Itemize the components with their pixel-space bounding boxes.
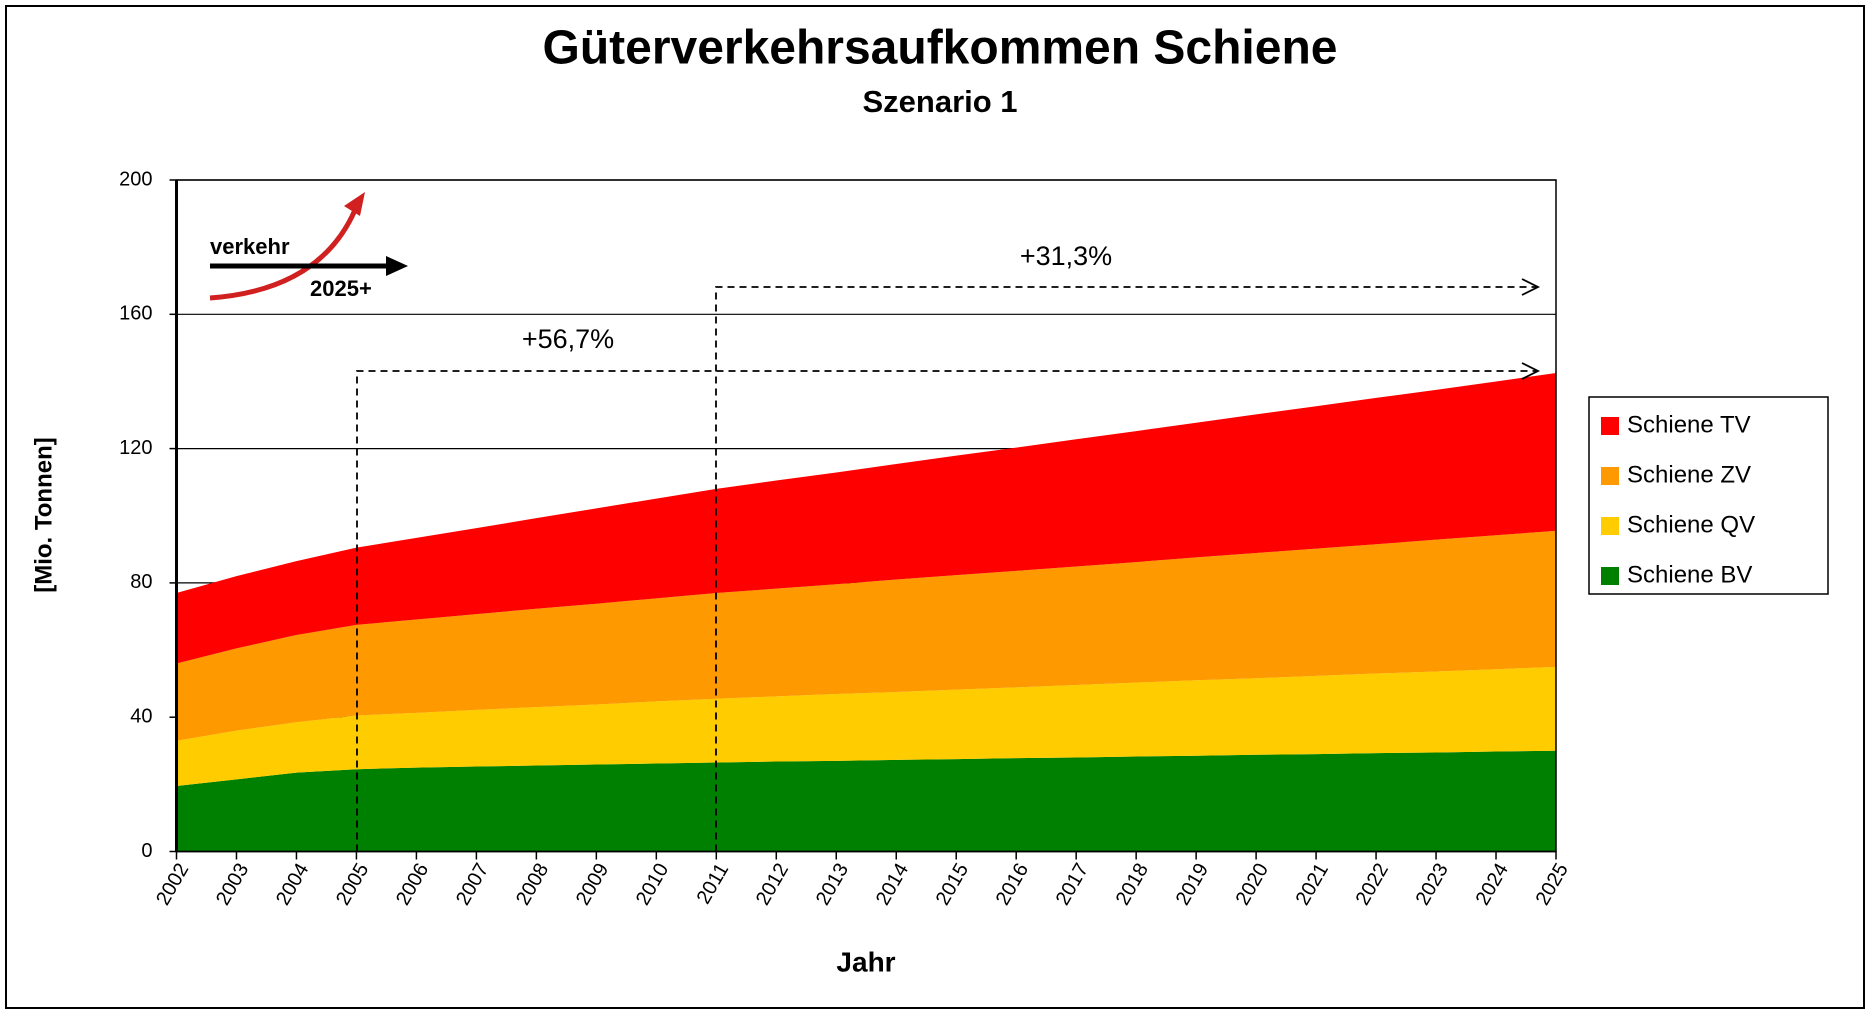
legend-label: Schiene TV: [1627, 411, 1751, 438]
chart-title: Güterverkehrsaufkommen Schiene: [543, 22, 1338, 75]
annotation-arrow: [356, 370, 1538, 852]
legend-swatch: [1601, 417, 1619, 435]
annotation-arrowhead: [1521, 362, 1541, 380]
area: [176, 373, 1556, 664]
y-tick-label: 120: [119, 437, 152, 459]
legend-swatch: [1601, 517, 1619, 535]
legend-swatch: [1601, 567, 1619, 585]
legend-box: [1588, 396, 1829, 595]
logo: verkehr 2025+: [209, 192, 408, 301]
chart-subtitle: Szenario 1: [862, 84, 1017, 119]
logo-arrowhead: [344, 192, 365, 216]
y-tick-label: 40: [130, 705, 152, 727]
logo-linehead: [386, 256, 408, 276]
x-axis-label: Jahr: [836, 946, 895, 977]
legend-label: Schiene ZV: [1627, 461, 1751, 488]
y-tick-label: 80: [130, 571, 152, 593]
logo-arrow: [209, 208, 358, 301]
legend-label: Schiene QV: [1627, 511, 1755, 538]
annotation: +31,3%: [1020, 241, 1112, 271]
area: [176, 530, 1556, 741]
area: [176, 750, 1556, 852]
logo-text: 2025+: [310, 276, 372, 301]
area: [176, 666, 1556, 787]
y-tick-label: 200: [119, 168, 152, 190]
annotation: +56,7%: [522, 324, 614, 354]
y-tick-label: 160: [119, 303, 152, 325]
logo-text: verkehr: [210, 234, 290, 259]
y-tick-label: 0: [141, 840, 152, 862]
annotation-arrowhead: [1521, 278, 1541, 296]
legend-swatch: [1601, 467, 1619, 485]
annotation-arrow: [715, 286, 1538, 852]
legend-label: Schiene BV: [1627, 561, 1752, 588]
y-axis-label: [Mio. Tonnen]: [30, 437, 57, 593]
